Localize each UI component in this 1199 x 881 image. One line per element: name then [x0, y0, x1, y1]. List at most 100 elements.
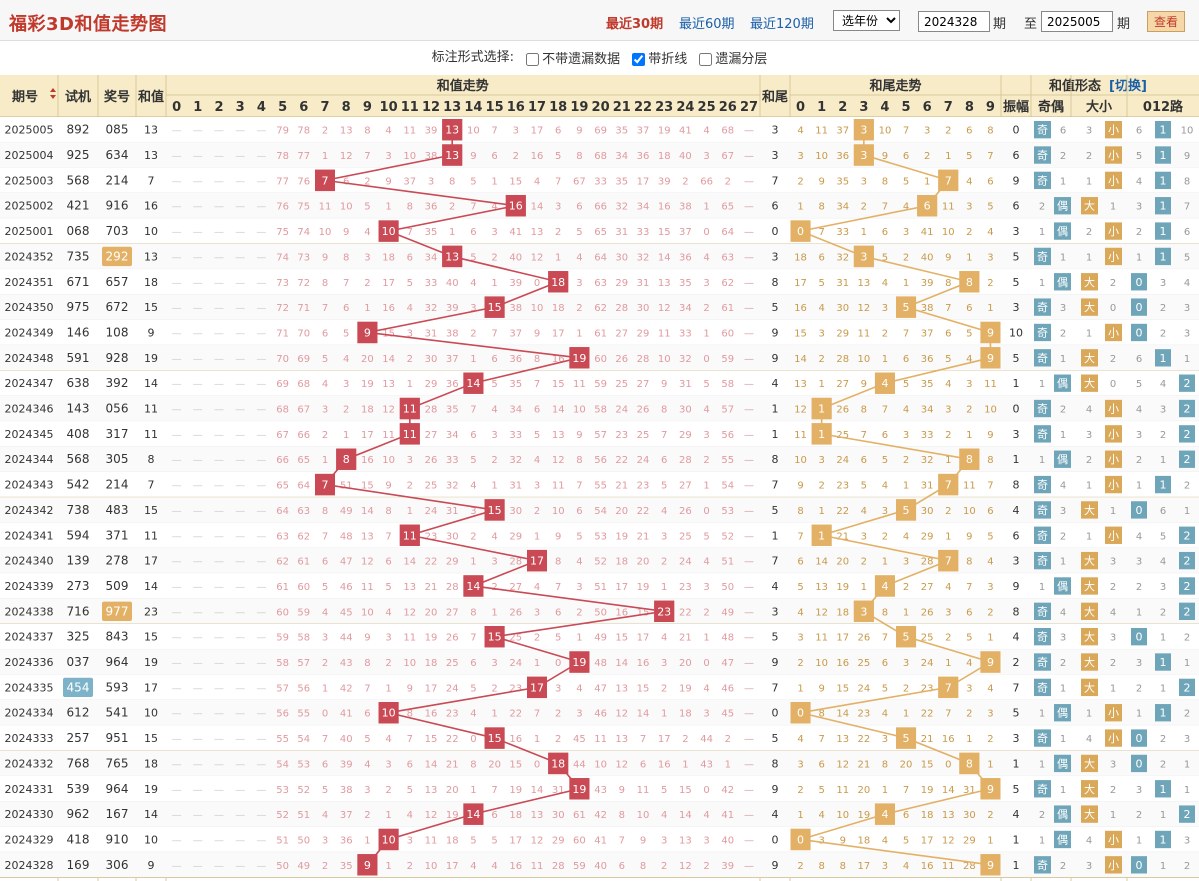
winning-number: 317 — [106, 427, 129, 441]
tail-trend-line — [797, 129, 993, 866]
sum-missing: — — [744, 633, 754, 644]
sum-missing: 39 — [446, 303, 459, 314]
tail-missing: 3 — [818, 328, 824, 339]
sum-missing: — — [172, 202, 182, 213]
sum-hit-box — [357, 854, 378, 876]
header-zhenfu: 振幅 — [1003, 99, 1029, 115]
sum-missing: — — [744, 252, 754, 263]
sum-missing: 71 — [276, 328, 289, 339]
odd-even-value: 奇 — [1037, 124, 1048, 137]
sum-missing: 22 — [509, 709, 522, 720]
lu-missing: 2 — [1136, 455, 1142, 466]
big-small-missing: 4 — [1086, 734, 1092, 745]
sum-hit-value: 17 — [530, 555, 544, 568]
link-recent-30[interactable]: 最近30期 — [606, 17, 664, 32]
small-badge — [1105, 425, 1122, 443]
start-period-input[interactable] — [918, 11, 990, 32]
sum-missing: 20 — [679, 658, 692, 669]
link-recent-120[interactable]: 最近120期 — [750, 17, 814, 32]
tail-missing: 6 — [882, 430, 888, 441]
big-small-value: 小 — [1108, 479, 1119, 492]
sum-missing: 8 — [322, 278, 328, 289]
tail-missing: 10 — [942, 227, 955, 238]
sum-missing: 7 — [619, 835, 625, 846]
sort-up-icon[interactable] — [50, 88, 56, 92]
sort-down-icon[interactable] — [50, 95, 56, 99]
sum-missing: — — [235, 303, 245, 314]
checkbox-no-missing[interactable] — [526, 53, 540, 66]
sum-missing: 46 — [594, 709, 607, 720]
tail-missing: 6 — [861, 455, 867, 466]
sum-missing: 2 — [491, 582, 497, 593]
tail-missing: 4 — [797, 734, 803, 745]
tail-value: 1 — [772, 428, 779, 441]
sum-missing: 58 — [594, 405, 607, 416]
big-badge — [1081, 678, 1098, 697]
sum-missing: 59 — [297, 607, 310, 618]
sum-missing: 13 — [615, 734, 628, 745]
tail-missing: 1 — [903, 709, 909, 720]
query-button[interactable]: 查看 — [1147, 11, 1185, 32]
lu-missing: 7 — [1184, 202, 1190, 213]
sum-missing: 3 — [491, 557, 497, 568]
tail-value: 3 — [772, 250, 779, 263]
winning-number: 964 — [106, 655, 129, 669]
sum-missing: 15 — [552, 379, 565, 390]
sum-missing: 20 — [361, 354, 374, 365]
tail-missing: 21 — [857, 759, 870, 770]
sum-missing: 1 — [576, 633, 582, 644]
sum-missing: 41 — [721, 810, 734, 821]
sum-value: 11 — [144, 403, 158, 416]
sum-missing: 17 — [361, 430, 374, 441]
sum-value: 14 — [144, 808, 158, 821]
sum-missing: — — [235, 430, 245, 441]
tail-missing: 12 — [815, 607, 828, 618]
end-period-input[interactable] — [1041, 11, 1113, 32]
lu-missing: 1 — [1160, 455, 1166, 466]
option-layered[interactable]: 遗漏分层 — [699, 48, 767, 67]
big-small-missing: 1 — [1086, 709, 1092, 720]
sum-missing: 34 — [615, 151, 628, 162]
option-no-missing[interactable]: 不带遗漏数据 — [526, 48, 620, 67]
sum-value: 17 — [144, 681, 158, 694]
sum-missing: — — [193, 303, 203, 314]
year-select[interactable]: 选年份 — [833, 10, 900, 31]
sum-missing: 16 — [531, 151, 544, 162]
sum-value: 14 — [144, 377, 158, 390]
sum-missing: — — [256, 303, 266, 314]
header-sum-11: 11 — [401, 100, 419, 115]
sum-missing: 14 — [552, 405, 565, 416]
lu-badge — [1179, 399, 1195, 418]
sum-hit-box — [463, 575, 484, 597]
sum-missing: — — [256, 227, 266, 238]
sum-missing: — — [214, 785, 224, 796]
sum-missing: 38 — [679, 202, 692, 213]
checkbox-with-line[interactable] — [632, 53, 646, 66]
sum-missing: 32 — [679, 354, 692, 365]
sum-missing: 3 — [428, 176, 434, 187]
tail-hit-value: 7 — [945, 681, 952, 694]
big-small-value: 小 — [1108, 149, 1119, 162]
header-sum-6: 6 — [299, 100, 308, 115]
link-recent-60[interactable]: 最近60期 — [679, 17, 735, 32]
lu-badge — [1155, 349, 1171, 367]
jianghao-highlight — [102, 601, 132, 621]
lu-missing: 3 — [1136, 557, 1142, 568]
toggle-link[interactable]: [切换] — [1109, 78, 1147, 94]
sum-missing: 1 — [385, 861, 391, 872]
amplitude-value: 6 — [1013, 200, 1020, 213]
checkbox-layered[interactable] — [699, 53, 713, 66]
sum-missing: — — [744, 405, 754, 416]
sum-missing: 28 — [446, 582, 459, 593]
sum-missing: 18 — [361, 405, 374, 416]
sum-missing: 36 — [425, 202, 438, 213]
sum-missing: 49 — [340, 506, 353, 517]
tail-missing: 7 — [882, 202, 888, 213]
sum-missing: 2 — [703, 861, 709, 872]
sum-missing: 26 — [446, 633, 459, 644]
option-with-line[interactable]: 带折线 — [632, 48, 687, 67]
sum-missing: 34 — [446, 430, 459, 441]
tail-value: 7 — [772, 174, 779, 187]
shiji-number: 143 — [67, 402, 90, 416]
sum-missing: 0 — [534, 759, 540, 770]
